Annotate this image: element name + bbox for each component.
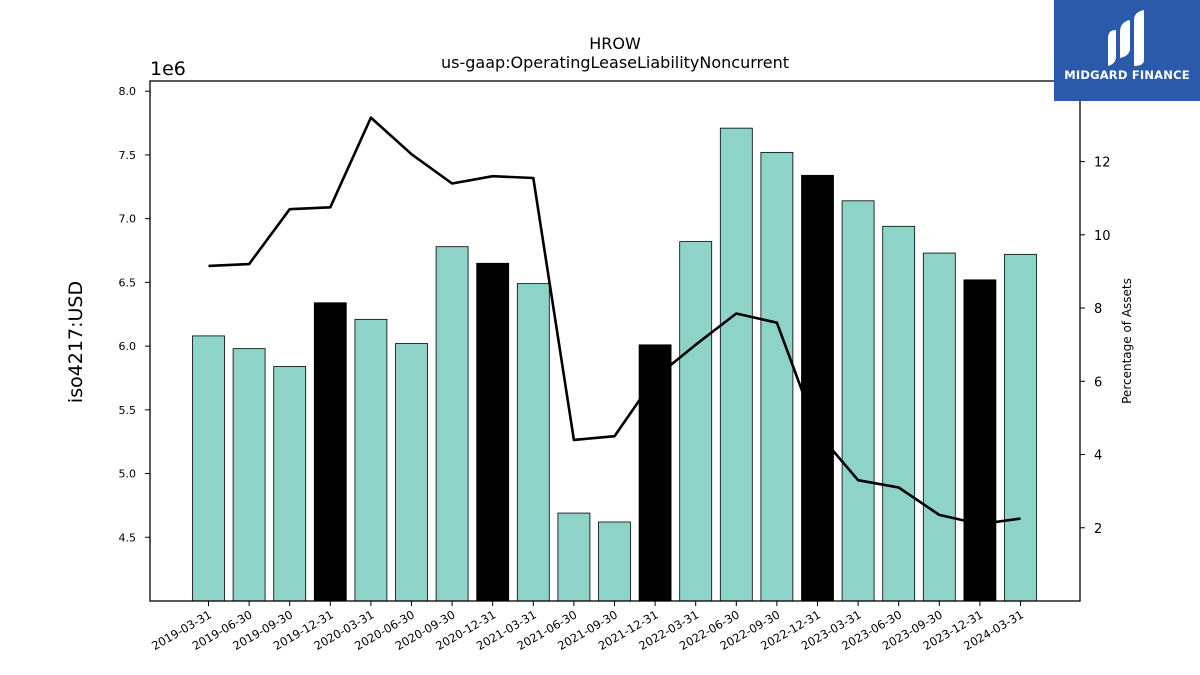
y2-tick-label: 6 (1094, 375, 1102, 390)
chart-subtitle: us-gaap:OperatingLeaseLiabilityNoncurren… (441, 53, 789, 72)
logo-mark-icon (1108, 10, 1144, 66)
y2-axis-label: Percentage of Assets (1120, 278, 1134, 404)
y-tick-label: 6.0 (119, 340, 137, 353)
bar-2022-09-30 (760, 151, 794, 602)
bar-series (192, 127, 1037, 602)
y2-tick-label: 2 (1094, 522, 1102, 537)
y-tick-label: 7.5 (119, 149, 137, 162)
bar-2023-03-31 (841, 200, 875, 602)
bar-2019-06-30 (232, 348, 266, 602)
y-tick-label: 5.5 (119, 404, 137, 417)
bar-2021-06-30 (557, 512, 591, 602)
y2-tick-label: 8 (1094, 302, 1102, 317)
bar-2021-12-31 (638, 344, 672, 602)
logo: MIDGARD FINANCE (1054, 0, 1200, 101)
y-tick-label: 7.0 (119, 213, 137, 226)
chart-title: HROW (589, 34, 641, 53)
y-tick-label: 8.0 (119, 85, 137, 98)
bar-2022-12-31 (801, 174, 834, 602)
bar-2019-09-30 (273, 366, 307, 602)
bar-2020-03-31 (354, 318, 388, 602)
bar-2020-09-30 (435, 246, 469, 602)
bar-2023-12-31 (963, 279, 997, 602)
y-axis-label: iso4217:USD (65, 281, 87, 403)
y2-tick-label: 10 (1094, 229, 1111, 244)
bar-2024-03-31 (1004, 253, 1037, 602)
line-series (208, 116, 1021, 526)
bar-2021-03-31 (516, 283, 550, 602)
bar-2019-12-31 (313, 302, 347, 602)
bar-2022-03-31 (679, 241, 713, 602)
bar-2020-12-31 (476, 262, 510, 602)
bar-2019-03-31 (192, 335, 225, 602)
bar-2021-09-30 (598, 521, 631, 602)
y-tick-label: 6.5 (119, 276, 137, 289)
logo-text: MIDGARD FINANCE (1064, 68, 1190, 82)
percentage-line (208, 116, 1021, 526)
y-tick-label: 5.0 (119, 468, 137, 481)
y-offset-label: 1e6 (150, 58, 186, 80)
y2-tick-label: 12 (1094, 156, 1111, 171)
y-tick-label: 4.5 (119, 531, 137, 544)
bar-2022-06-30 (719, 127, 753, 602)
bar-2020-06-30 (395, 343, 428, 602)
bar-2023-06-30 (882, 225, 916, 602)
bar-2023-09-30 (922, 252, 956, 602)
y2-tick-label: 4 (1094, 449, 1102, 464)
